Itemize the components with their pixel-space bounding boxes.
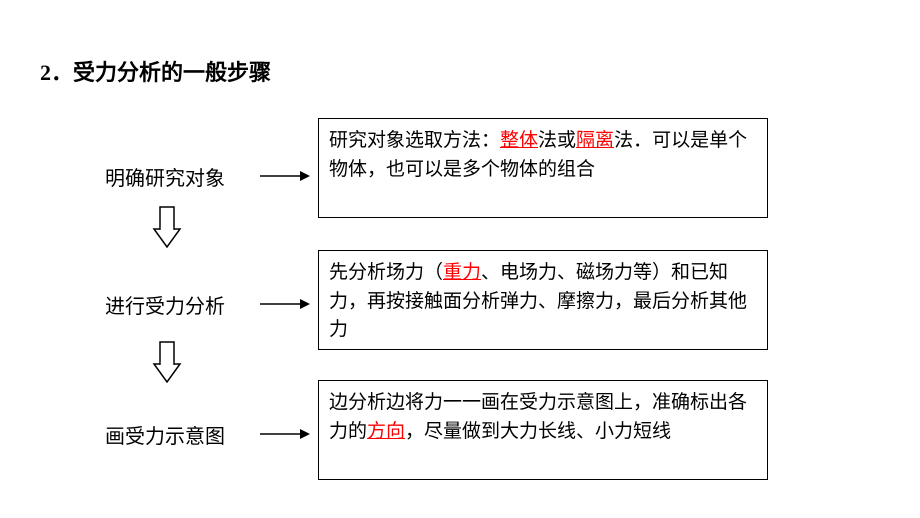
arrow-right-icon [260, 426, 310, 447]
arrow-down-icon [150, 205, 184, 254]
step-label-3: 画受力示意图 [105, 420, 225, 449]
arrow-right-icon [260, 296, 310, 317]
content-box-2: 先分析场力（重力、电场力、磁场力等）和已知力，再按接触面分析弹力、摩擦力，最后分… [318, 250, 768, 350]
arrow-down-icon [150, 340, 184, 389]
step-label-1: 明确研究对象 [105, 162, 225, 191]
content-box-1: 研究对象选取方法：整体法或隔离法．可以是单个物体，也可以是多个物体的组合 [318, 118, 768, 218]
content-box-3: 边分析边将力一一画在受力示意图上，准确标出各力的方向，尽量做到大力长线、小力短线 [318, 380, 768, 480]
section-title: 2．受力分析的一般步骤 [40, 55, 271, 87]
arrow-right-icon [260, 168, 310, 189]
content-1: 研究对象选取方法：整体法或隔离法．可以是单个物体，也可以是多个物体的组合 [329, 130, 747, 180]
step-label-2: 进行受力分析 [105, 290, 225, 319]
content-2: 先分析场力（重力、电场力、磁场力等）和已知力，再按接触面分析弹力、摩擦力，最后分… [329, 262, 747, 340]
content-3: 边分析边将力一一画在受力示意图上，准确标出各力的方向，尽量做到大力长线、小力短线 [329, 392, 747, 442]
